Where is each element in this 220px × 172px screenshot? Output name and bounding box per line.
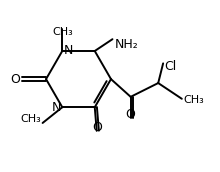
Text: O: O xyxy=(11,73,20,86)
Text: Cl: Cl xyxy=(164,60,176,73)
Text: N: N xyxy=(63,45,73,57)
Text: CH₃: CH₃ xyxy=(21,114,42,124)
Text: O: O xyxy=(126,108,136,121)
Text: CH₃: CH₃ xyxy=(52,27,73,37)
Text: CH₃: CH₃ xyxy=(184,95,205,105)
Text: NH₂: NH₂ xyxy=(114,38,138,51)
Text: O: O xyxy=(92,121,102,134)
Text: N: N xyxy=(52,101,61,114)
